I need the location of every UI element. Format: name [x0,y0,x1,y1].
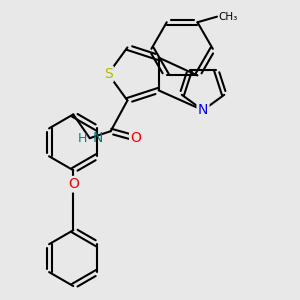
Text: H: H [78,132,87,145]
Text: N: N [92,131,103,145]
Text: S: S [104,67,112,81]
Text: CH₃: CH₃ [218,12,238,22]
Text: O: O [130,131,141,145]
Text: O: O [68,177,79,191]
Text: N: N [198,103,208,117]
